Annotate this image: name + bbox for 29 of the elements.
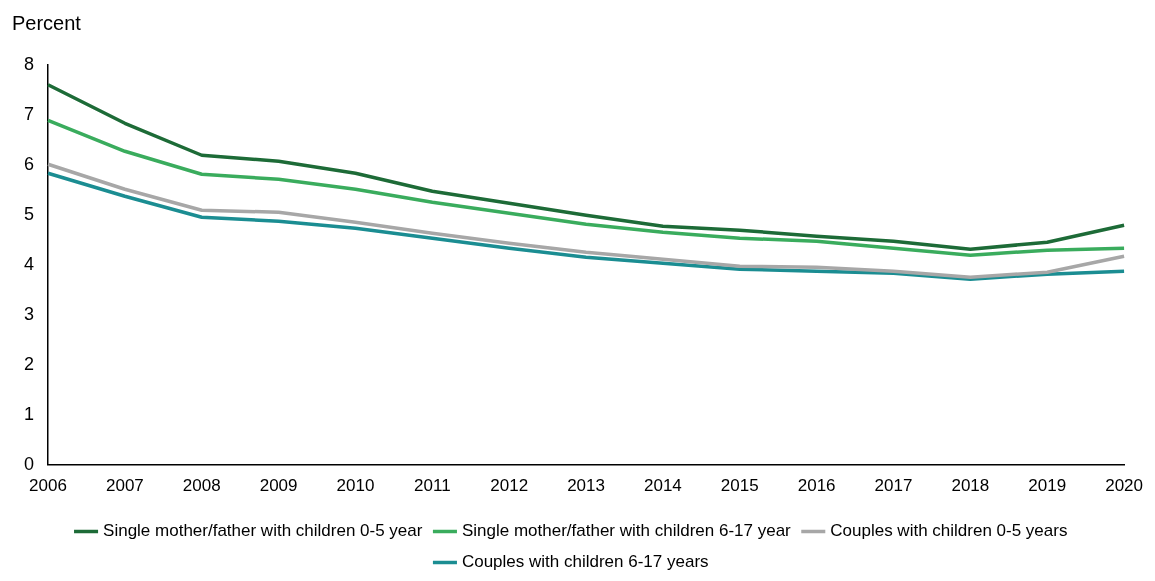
x-tick-label: 2014 [644,476,682,496]
y-tick-label: 7 [24,103,35,124]
y-tick-label: 3 [24,303,35,324]
y-tick-label: 4 [24,253,35,274]
x-tick-label: 2017 [874,476,913,496]
x-tick-label: 2010 [336,476,375,496]
x-tick-label: 2019 [1028,476,1067,496]
x-tick-label: 2012 [490,476,529,496]
x-tick-label: 2013 [567,476,605,496]
x-tick-label: 2016 [797,476,836,496]
y-tick-label: 6 [24,153,35,174]
legend-label: Single mother/father with children 0-5 year [103,521,423,541]
y-axis-title: Percent [11,11,82,36]
x-tick-label: 2006 [29,476,67,496]
legend-label: Couples with children 6-17 years [461,552,709,572]
y-tick-label: 0 [24,453,35,474]
legend-label: Couples with children 0-5 years [830,521,1068,541]
y-tick-label: 5 [24,203,35,224]
x-tick-label: 2011 [414,476,451,496]
y-tick-label: 1 [24,403,35,424]
x-tick-label: 2018 [951,476,990,496]
y-tick-label: 2 [24,353,35,374]
legend-label: Single mother/father with children 6-17 year [461,521,792,541]
x-tick-label: 2007 [105,476,144,496]
x-tick-label: 2020 [1105,476,1143,496]
x-tick-label: 2008 [182,476,221,496]
x-tick-label: 2009 [259,476,298,496]
y-tick-label: 8 [24,53,35,74]
x-tick-label: 2015 [720,476,759,496]
